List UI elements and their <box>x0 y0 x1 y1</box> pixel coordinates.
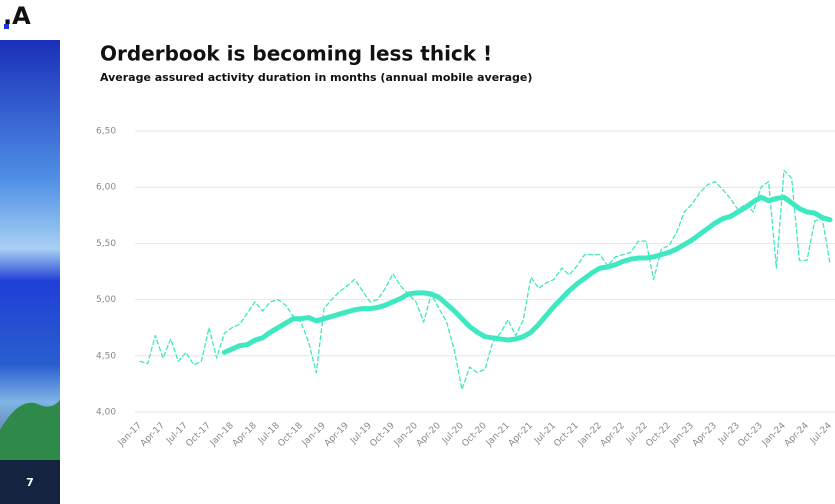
y-tick-label: 4,50 <box>96 351 116 361</box>
x-tick-label: Oct-22 <box>644 421 672 449</box>
y-tick-label: 5,50 <box>96 239 116 249</box>
page-number: 7 <box>26 476 34 489</box>
x-tick-label: Oct-21 <box>552 421 580 449</box>
x-tick-label: Apr-23 <box>691 421 719 449</box>
x-tick-label: Jan-18 <box>208 421 236 449</box>
x-tick-label: Apr-22 <box>599 421 627 449</box>
y-tick-label: 5,00 <box>96 295 116 305</box>
x-tick-label: Apr-19 <box>323 421 351 449</box>
series-line <box>224 197 830 352</box>
x-tick-label: Jan-22 <box>576 421 604 449</box>
x-tick-label: Apr-18 <box>231 421 259 449</box>
y-tick-label: 6,50 <box>96 127 116 137</box>
x-tick-label: Jul-24 <box>808 421 834 447</box>
x-tick-label: Oct-19 <box>368 421 397 450</box>
chart-title: Orderbook is becoming less thick ! <box>100 42 492 66</box>
y-tick-label: 4,00 <box>96 408 116 418</box>
y-tick-label: 6,00 <box>96 183 116 193</box>
x-tick-label: Apr-17 <box>139 421 167 449</box>
x-tick-label: Jan-20 <box>392 421 420 449</box>
x-tick-label: Oct-18 <box>276 421 305 450</box>
x-tick-label: Oct-23 <box>736 421 764 449</box>
x-tick-label: Oct-17 <box>184 421 212 449</box>
x-tick-label: Apr-21 <box>507 421 535 449</box>
x-tick-label: Jan-17 <box>116 421 144 449</box>
x-tick-label: Apr-20 <box>415 421 443 449</box>
x-tick-label: Jan-21 <box>484 421 512 449</box>
slide: .A 7 Orderbook is becoming less thick ! … <box>0 0 835 504</box>
x-tick-label: Jan-19 <box>300 421 328 449</box>
series-line <box>140 170 830 389</box>
x-tick-label: Oct-20 <box>460 421 489 450</box>
x-tick-label: Jan-23 <box>668 421 696 449</box>
logo: .A <box>3 2 31 30</box>
x-tick-label: Jan-24 <box>760 421 788 449</box>
chart-subtitle: Average assured activity duration in mon… <box>100 71 532 84</box>
x-tick-label: Apr-24 <box>783 421 811 449</box>
